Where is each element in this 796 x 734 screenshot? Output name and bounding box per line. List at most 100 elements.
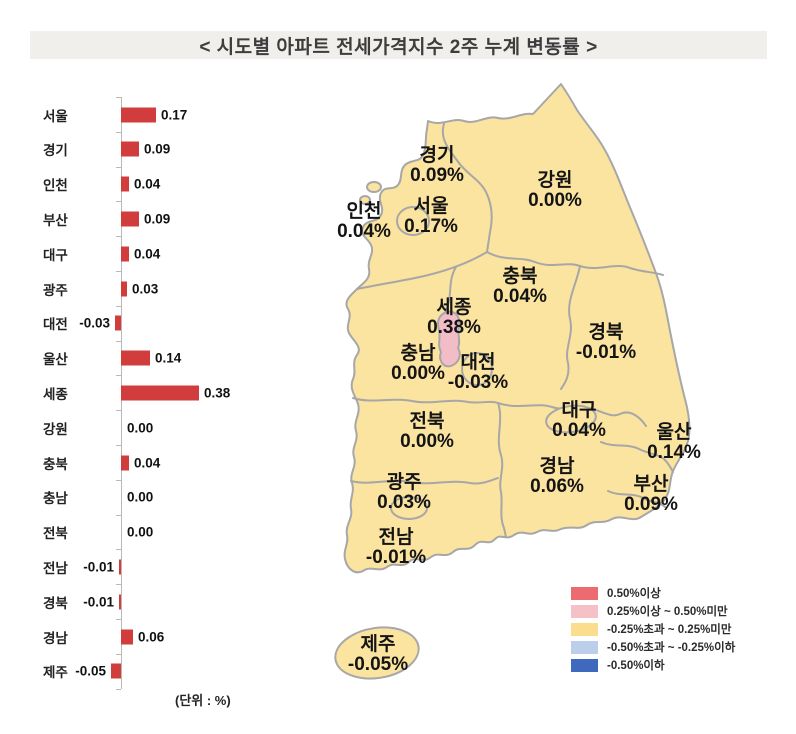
axis-tick xyxy=(116,340,121,342)
bar-value-label: 0.38 xyxy=(204,385,231,401)
legend-swatch xyxy=(571,658,598,672)
bar-value-label: -0.01 xyxy=(83,559,114,575)
bar-chart: 서울 0.17 경기 0.09 인천 0.04 부산 0.09 대구 0.04 광주 0.03 대전 -0… xyxy=(30,97,295,690)
bar-category-label: 대구 xyxy=(43,247,68,263)
map-label-chungnam: 충남 0.00% xyxy=(391,344,445,384)
region-value: 0.06% xyxy=(530,476,584,497)
border-gyeongbuk-gyeongnam xyxy=(497,402,647,427)
axis-tick xyxy=(116,236,121,238)
legend-label: -0.50%초과 ~ -0.25%이하 xyxy=(607,642,736,654)
unit-note: (단위 : %) xyxy=(175,693,231,708)
region-name: 대구 xyxy=(561,400,597,421)
legend-swatch xyxy=(571,622,598,636)
bar xyxy=(121,385,199,401)
axis-tick xyxy=(116,305,121,307)
region-name: 세종 xyxy=(436,297,472,318)
bar-row-서울: 서울 0.17 xyxy=(30,97,295,132)
bar xyxy=(121,455,129,470)
border-gyeonggi-south xyxy=(356,251,488,290)
legend-item-3: -0.50%초과 ~ -0.25%이하 xyxy=(571,638,735,656)
axis-tick xyxy=(116,131,121,133)
region-value: -0.03% xyxy=(447,372,509,393)
daegu-region xyxy=(545,404,597,434)
region-name: 대전 xyxy=(460,352,496,373)
axis-tick xyxy=(116,514,121,516)
map-label-gyeonggi: 경기 0.09% xyxy=(410,146,464,186)
bar-row-대전: 대전 -0.03 xyxy=(30,305,295,341)
bar xyxy=(121,141,139,157)
bar xyxy=(121,176,129,192)
bar-category-label: 광주 xyxy=(43,282,68,298)
axis-tick xyxy=(116,410,121,412)
bar xyxy=(121,211,139,227)
border-gyeongnam-west xyxy=(497,402,507,538)
border-gyeonggi-gangwon xyxy=(441,123,493,253)
legend-label: 0.25%이상 ~ 0.50%미만 xyxy=(607,606,728,618)
bar-row-강원: 강원 0.00 xyxy=(30,410,295,445)
border-jeonbuk-jeonnam xyxy=(350,477,499,485)
axis-tick xyxy=(116,584,121,586)
bar-category-label: 경북 xyxy=(43,595,68,611)
axis-tick xyxy=(116,549,121,551)
map-label-jeonnam: 전남 -0.01% xyxy=(366,528,426,568)
bar-value-label: 0.00 xyxy=(127,489,154,505)
border-chungnam-jeonbuk xyxy=(352,397,499,404)
axis-tick xyxy=(116,619,121,620)
map-label-daegu: 대구 0.04% xyxy=(552,401,606,441)
bar-row-제주: 제주 -0.05 xyxy=(30,653,295,689)
bar-row-부산: 부산 0.09 xyxy=(30,201,295,236)
axis-tick xyxy=(116,97,121,98)
region-value: -0.01% xyxy=(575,342,637,363)
bar xyxy=(121,281,127,296)
legend-item-0: 0.50%이상 xyxy=(571,584,735,602)
region-value: 0.14% xyxy=(647,442,701,463)
bar-row-인천: 인천 0.04 xyxy=(30,166,295,202)
legend-swatch xyxy=(571,604,598,618)
region-value: 0.00% xyxy=(391,363,445,384)
gwangju-region xyxy=(390,496,428,520)
bar xyxy=(111,663,121,679)
map-label-gwangju: 광주 0.03% xyxy=(377,473,431,513)
region-value: 0.03% xyxy=(377,492,431,513)
bar xyxy=(121,107,156,122)
region-name: 광주 xyxy=(386,472,422,493)
bar-value-label: -0.05 xyxy=(75,663,106,679)
region-name: 경남 xyxy=(539,456,575,477)
legend-label: -0.25%초과 ~ 0.25%미만 xyxy=(607,624,732,636)
map-label-gangwon: 강원 0.00% xyxy=(528,171,582,211)
region-name: 충남 xyxy=(400,343,436,364)
legend-swatch xyxy=(571,586,598,600)
region-name: 제주 xyxy=(360,634,396,655)
region-name: 전남 xyxy=(378,527,414,548)
map-label-gyeongnam: 경남 0.06% xyxy=(530,457,584,497)
incheon-island xyxy=(366,181,382,193)
region-name: 울산 xyxy=(656,422,692,443)
region-value: 0.00% xyxy=(400,431,454,452)
region-value: -0.01% xyxy=(365,547,427,568)
bar-category-label: 인천 xyxy=(43,178,68,194)
bar-category-label: 대전 xyxy=(43,317,68,333)
map-label-incheon: 인천 0.04% xyxy=(337,202,391,242)
figure-title-band: < 시도별 아파트 전세가격지수 2주 누계 변동률 > xyxy=(30,31,767,59)
bar-row-전남: 전남 -0.01 xyxy=(30,549,295,584)
bar-category-label: 울산 xyxy=(43,352,68,368)
sejong-region xyxy=(437,310,461,368)
axis-tick xyxy=(116,271,121,272)
map-label-jeonbuk: 전북 0.00% xyxy=(400,412,454,452)
bar-value-label: 0.04 xyxy=(134,246,161,262)
region-name: 서울 xyxy=(413,196,449,217)
bar-row-전북: 전북 0.00 xyxy=(30,514,295,550)
seoul-region xyxy=(396,206,430,236)
figure-title: < 시도별 아파트 전세가격지수 2주 누계 변동률 > xyxy=(199,36,598,58)
region-value: 0.04% xyxy=(337,221,391,242)
border-chungbuk-gyeongbuk xyxy=(560,265,581,390)
region-value: 0.09% xyxy=(624,494,678,515)
region-value: 0.09% xyxy=(410,165,464,186)
region-value: 0.17% xyxy=(404,216,458,237)
legend-label: -0.50%이하 xyxy=(607,660,665,672)
jeju-island xyxy=(334,626,420,680)
axis-tick xyxy=(116,201,121,203)
bar xyxy=(119,594,121,610)
map-label-busan: 부산 0.09% xyxy=(624,475,678,515)
